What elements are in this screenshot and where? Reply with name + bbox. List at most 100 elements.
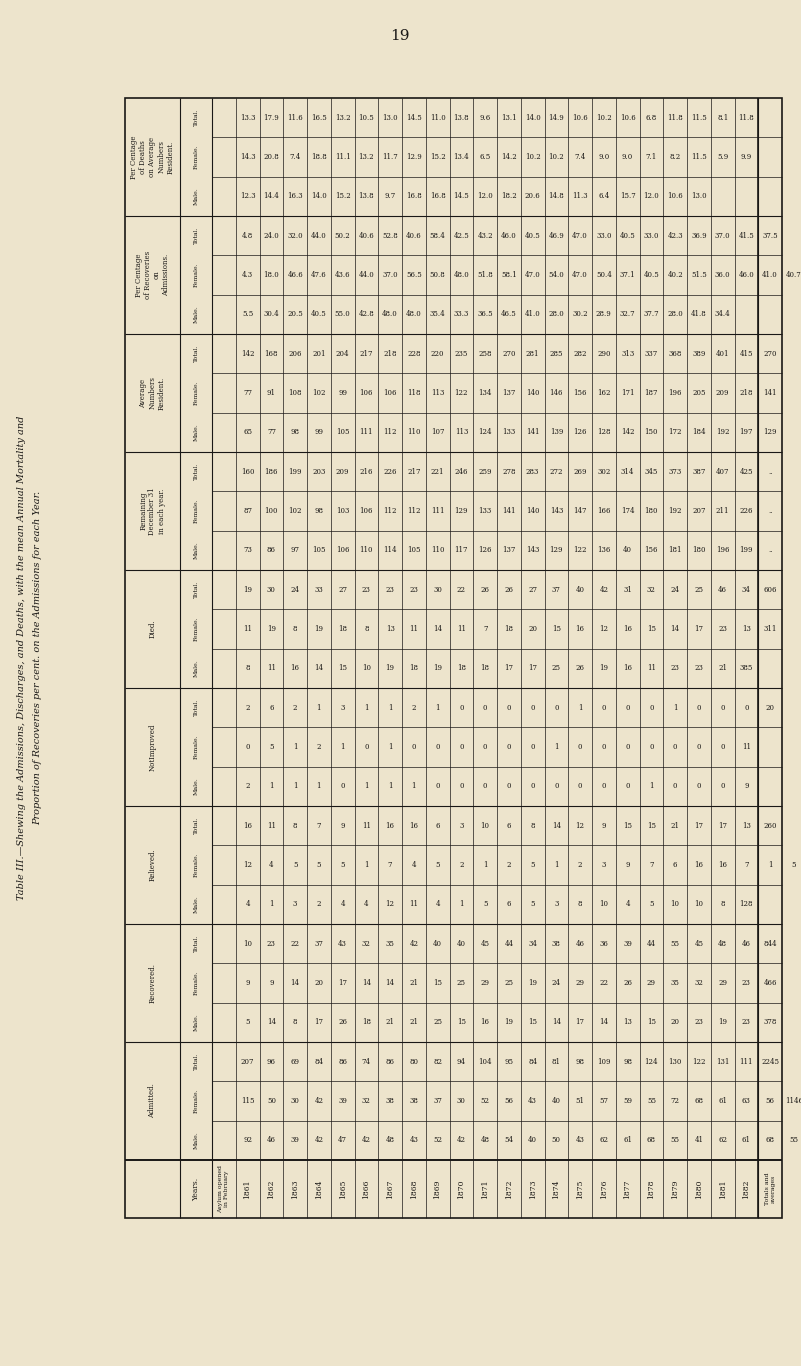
Text: 7: 7 [649, 861, 654, 869]
Text: 0: 0 [720, 783, 725, 791]
Text: 112: 112 [407, 507, 421, 515]
Text: 23: 23 [742, 1018, 751, 1026]
Text: 0: 0 [720, 703, 725, 712]
Text: 12: 12 [385, 900, 395, 908]
Text: 1867: 1867 [386, 1179, 394, 1199]
Text: 26: 26 [338, 1018, 347, 1026]
Text: 11.1: 11.1 [335, 153, 351, 161]
Text: 18.2: 18.2 [501, 193, 517, 201]
Text: 0: 0 [697, 783, 701, 791]
Text: 133: 133 [478, 507, 492, 515]
Text: 217: 217 [407, 467, 421, 475]
Text: 171: 171 [621, 389, 634, 398]
Text: 174: 174 [621, 507, 634, 515]
Text: 290: 290 [597, 350, 610, 358]
Text: 50: 50 [552, 1137, 561, 1145]
Text: 62: 62 [599, 1137, 609, 1145]
Text: 0: 0 [412, 743, 417, 751]
Text: 20: 20 [314, 979, 324, 988]
Text: 166: 166 [597, 507, 610, 515]
Text: 156: 156 [645, 546, 658, 555]
Text: 385: 385 [739, 664, 753, 672]
Text: 9.7: 9.7 [384, 193, 396, 201]
Text: 58.4: 58.4 [430, 232, 445, 239]
Text: Admitted.: Admitted. [148, 1083, 156, 1119]
Text: 1: 1 [364, 783, 368, 791]
Text: 16.5: 16.5 [311, 113, 327, 122]
Text: 5: 5 [649, 900, 654, 908]
Text: 3: 3 [293, 900, 297, 908]
Text: 5: 5 [436, 861, 440, 869]
Text: 313: 313 [621, 350, 634, 358]
Text: 17: 17 [505, 664, 513, 672]
Text: 196: 196 [716, 546, 730, 555]
Text: 209: 209 [716, 389, 730, 398]
Text: 108: 108 [288, 389, 302, 398]
Text: 10.6: 10.6 [572, 113, 588, 122]
Text: 201: 201 [312, 350, 326, 358]
Text: 42: 42 [457, 1137, 466, 1145]
Text: 99: 99 [314, 429, 324, 436]
Text: 50: 50 [267, 1097, 276, 1105]
Text: 15: 15 [457, 1018, 466, 1026]
Text: 30: 30 [291, 1097, 300, 1105]
Text: 65: 65 [244, 429, 252, 436]
Text: 8.2: 8.2 [670, 153, 681, 161]
Text: 9: 9 [340, 822, 345, 829]
Text: 13.0: 13.0 [382, 113, 398, 122]
Text: 25: 25 [433, 1018, 442, 1026]
Text: 8.1: 8.1 [717, 113, 728, 122]
Text: 187: 187 [645, 389, 658, 398]
Text: Died.: Died. [148, 620, 156, 638]
Text: 1: 1 [459, 900, 464, 908]
Text: 16: 16 [623, 664, 632, 672]
Text: 19: 19 [528, 979, 537, 988]
Text: 226: 226 [739, 507, 753, 515]
Text: 206: 206 [288, 350, 302, 358]
Text: 15: 15 [647, 626, 656, 632]
Text: Female.: Female. [194, 852, 199, 877]
Text: 2: 2 [506, 861, 511, 869]
Text: 168: 168 [264, 350, 278, 358]
Text: 37.5: 37.5 [763, 232, 778, 239]
Text: 10.6: 10.6 [667, 193, 683, 201]
Text: 1878: 1878 [647, 1179, 655, 1199]
Text: 141: 141 [763, 389, 777, 398]
Text: 117: 117 [455, 546, 468, 555]
Text: 141: 141 [502, 507, 516, 515]
Text: 260: 260 [763, 822, 777, 829]
Bar [125, 98, 782, 1218]
Text: 122: 122 [692, 1057, 706, 1065]
Text: 54: 54 [505, 1137, 513, 1145]
Text: 207: 207 [241, 1057, 255, 1065]
Text: 40.5: 40.5 [311, 310, 327, 318]
Text: 50.2: 50.2 [335, 232, 351, 239]
Text: 33.3: 33.3 [453, 310, 469, 318]
Text: 16: 16 [718, 861, 727, 869]
Text: 33.0: 33.0 [644, 232, 659, 239]
Text: 1: 1 [269, 900, 274, 908]
Text: 43.6: 43.6 [335, 270, 351, 279]
Text: 10: 10 [362, 664, 371, 672]
Text: Female.: Female. [194, 145, 199, 169]
Text: 50.4: 50.4 [596, 270, 612, 279]
Text: 9: 9 [245, 979, 250, 988]
Text: 259: 259 [478, 467, 492, 475]
Text: 36.0: 36.0 [714, 270, 731, 279]
Text: 37: 37 [433, 1097, 442, 1105]
Text: 111: 111 [431, 507, 445, 515]
Text: 56.5: 56.5 [406, 270, 422, 279]
Text: 55.0: 55.0 [335, 310, 351, 318]
Text: 283: 283 [526, 467, 539, 475]
Text: 102: 102 [312, 389, 326, 398]
Text: 14: 14 [291, 979, 300, 988]
Text: 111: 111 [739, 1057, 753, 1065]
Text: 46: 46 [742, 940, 751, 948]
Text: 1875: 1875 [576, 1179, 584, 1199]
Text: 32.7: 32.7 [620, 310, 635, 318]
Text: 40.5: 40.5 [620, 232, 635, 239]
Text: 6: 6 [673, 861, 678, 869]
Text: 9.6: 9.6 [480, 113, 491, 122]
Text: 11.3: 11.3 [572, 193, 588, 201]
Text: 5: 5 [340, 861, 345, 869]
